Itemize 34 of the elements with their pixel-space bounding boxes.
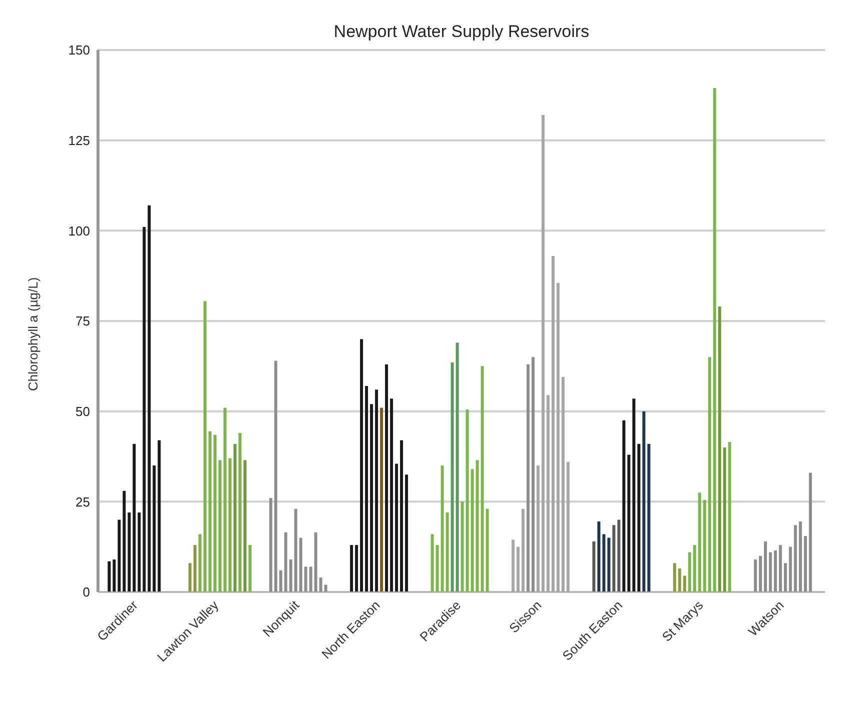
- bar: [637, 444, 640, 592]
- bar: [450, 362, 454, 592]
- bar: [218, 460, 222, 592]
- y-tick-label: 75: [76, 314, 90, 329]
- bar: [718, 306, 722, 592]
- bar: [456, 342, 459, 592]
- bar: [597, 522, 600, 592]
- bar: [233, 444, 236, 592]
- bar: [617, 520, 620, 592]
- bar: [723, 447, 726, 592]
- bar: [460, 502, 464, 592]
- bar: [602, 534, 606, 592]
- bar: [243, 460, 246, 592]
- bar: [152, 466, 156, 592]
- bar: [612, 525, 616, 592]
- bar: [647, 444, 650, 592]
- y-tick-label: 50: [76, 404, 90, 419]
- y-axis-title: Chlorophyll a (µg/L): [26, 277, 41, 391]
- y-tick-label: 150: [68, 42, 90, 58]
- bar: [289, 559, 292, 592]
- bar: [642, 411, 646, 592]
- y-tick-label: 125: [68, 132, 90, 148]
- chart-title: Newport Water Supply Reservoirs: [332, 21, 590, 42]
- bar: [248, 545, 252, 592]
- y-tick-label: 0: [82, 584, 90, 600]
- bar: [592, 541, 596, 592]
- bar: [532, 357, 535, 592]
- bar: [395, 464, 398, 592]
- bar: [703, 500, 706, 592]
- bar: [607, 538, 610, 592]
- bar: [774, 550, 777, 592]
- y-tick-label: 25: [76, 494, 90, 510]
- bar: [380, 408, 384, 592]
- y-tick-label: 100: [68, 223, 90, 238]
